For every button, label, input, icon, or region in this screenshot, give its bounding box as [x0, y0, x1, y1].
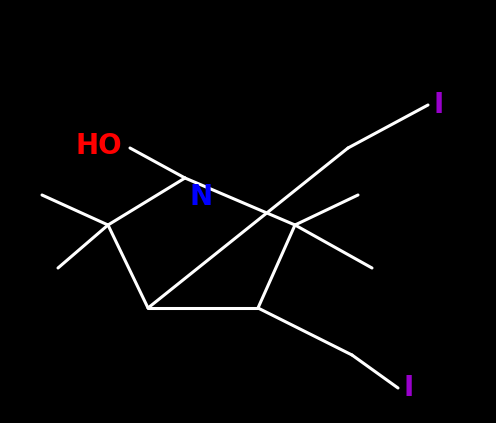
Text: I: I: [404, 374, 414, 402]
Text: N: N: [190, 183, 213, 211]
Text: HO: HO: [75, 132, 122, 160]
Text: I: I: [434, 91, 444, 119]
